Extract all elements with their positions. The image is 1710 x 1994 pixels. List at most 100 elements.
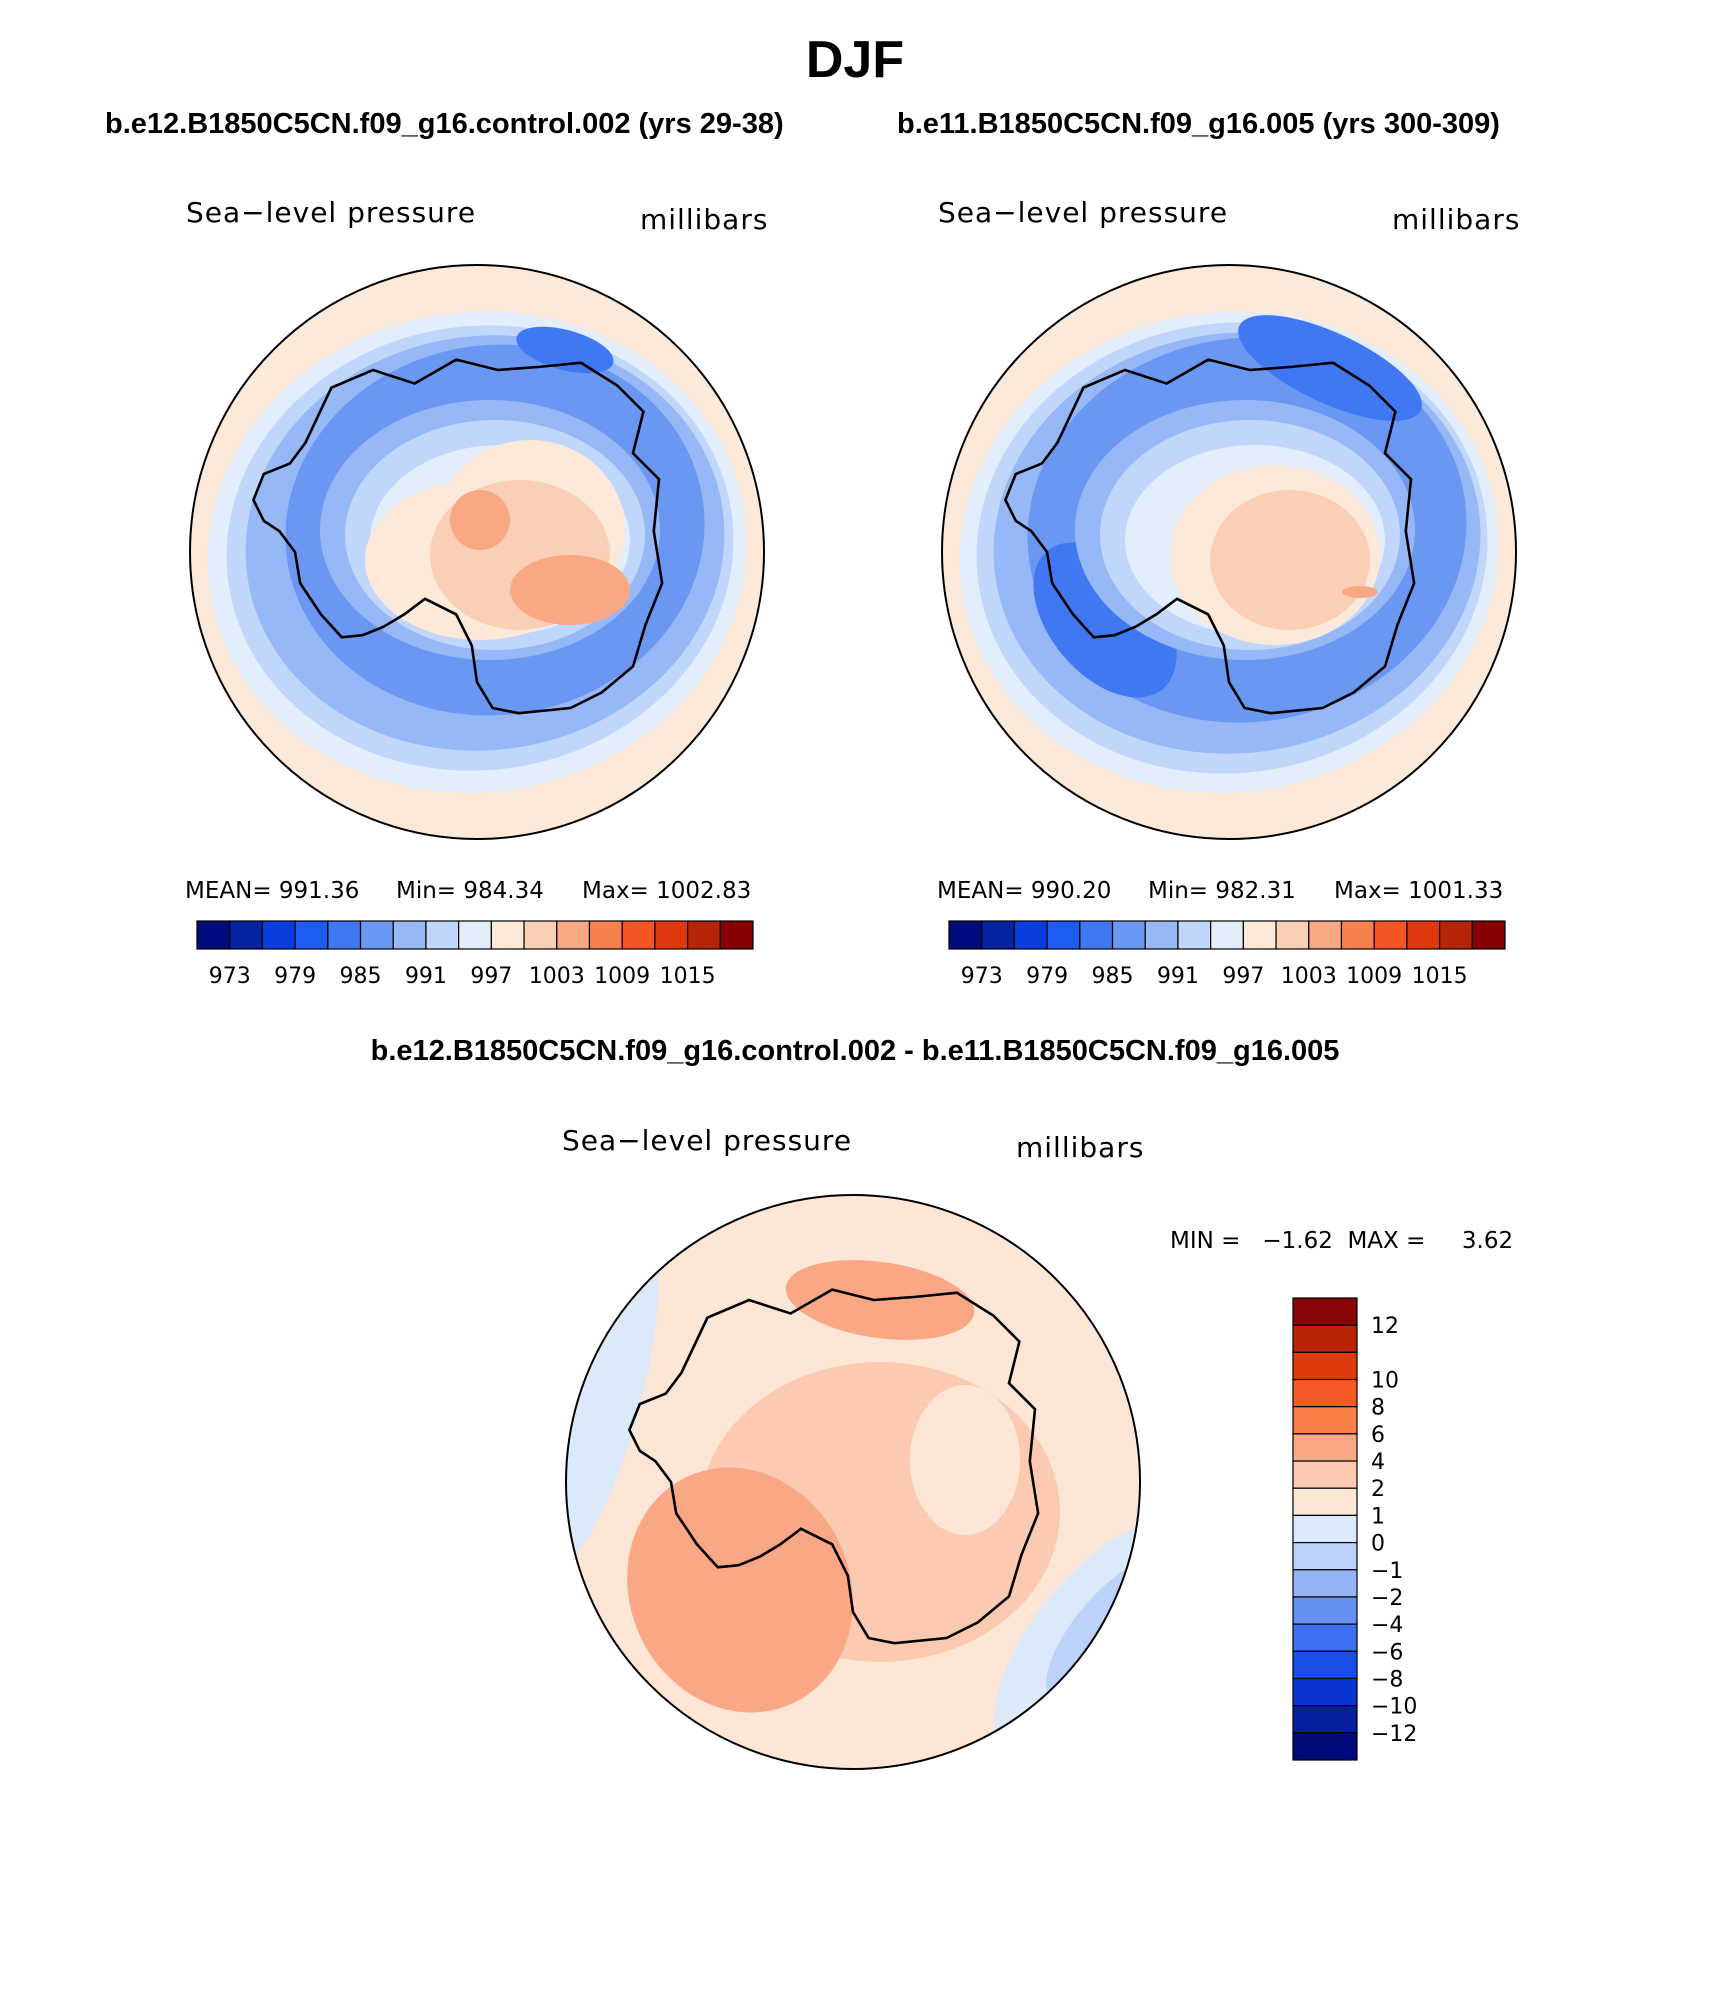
colorbar-label: −10 (1371, 1695, 1417, 1720)
colorbar-box (1292, 1324, 1358, 1353)
colorbar-box (261, 920, 296, 950)
colorbar-box (523, 920, 558, 950)
units-label-right: millibars (1392, 203, 1521, 236)
colorbar-label: 1003 (529, 964, 585, 989)
colorbar-label: 997 (470, 964, 512, 989)
mean-stat-left: MEAN= 991.36 (185, 878, 360, 904)
colorbar-box (1292, 1596, 1358, 1625)
colorbar-box (359, 920, 394, 950)
mean-stat-right: MEAN= 990.20 (937, 878, 1112, 904)
colorbar-label: 1015 (1412, 964, 1468, 989)
colorbar-box (1292, 1433, 1358, 1462)
colorbar-box (1292, 1569, 1358, 1598)
max-stat-left: Max= 1002.83 (582, 878, 752, 904)
colorbar-box (981, 920, 1016, 950)
colorbar-box (1013, 920, 1048, 950)
colorbar-box (1292, 1541, 1358, 1571)
units-label-left: millibars (640, 203, 769, 236)
colorbar-box (1471, 920, 1506, 950)
colorbar-label: 979 (1026, 964, 1068, 989)
colorbar-label: 1009 (1346, 964, 1402, 989)
colorbar-box (1079, 920, 1114, 950)
colorbar-label: 997 (1222, 964, 1264, 989)
colorbar-label: 1003 (1281, 964, 1337, 989)
colorbar-box (1373, 920, 1408, 950)
variable-label-diff: Sea−level pressure (562, 1124, 853, 1157)
colorbar-label: −8 (1371, 1667, 1403, 1692)
colorbar-box (1292, 1677, 1358, 1707)
colorbar-right: 973 979 985 991 997 1003 1009 1015 (948, 920, 1506, 989)
colorbar-label: 985 (1092, 964, 1134, 989)
colorbar-label: −12 (1371, 1722, 1417, 1747)
colorbar-box (1242, 920, 1277, 950)
case-title-left: b.e12.B1850C5CN.f09_g16.control.002 (yrs… (105, 108, 784, 140)
colorbar-box (588, 920, 623, 950)
difference-title: b.e12.B1850C5CN.f09_g16.control.002 - b.… (370, 1035, 1340, 1067)
colorbar-left: 973 979 985 991 997 1003 1009 1015 (196, 920, 754, 989)
colorbar-label: 0 (1371, 1532, 1385, 1557)
colorbar-label: −6 (1371, 1640, 1403, 1665)
map-difference (566, 1195, 1140, 1769)
colorbar-box (229, 920, 264, 950)
map-left-border (189, 264, 765, 840)
case-title-right: b.e11.B1850C5CN.f09_g16.005 (yrs 300-309… (897, 108, 1500, 140)
colorbar-box (686, 920, 721, 950)
colorbar-box (1292, 1487, 1358, 1517)
colorbar-label: 973 (209, 964, 251, 989)
colorbar-box (719, 920, 754, 950)
colorbar-box (1292, 1351, 1358, 1381)
min-stat-right: Min= 982.31 (1148, 878, 1296, 904)
map-right-border (941, 264, 1517, 840)
colorbar-label: 6 (1371, 1423, 1385, 1448)
colorbar-label: 1 (1371, 1504, 1385, 1529)
units-label-diff: millibars (1016, 1131, 1145, 1164)
colorbar-box (556, 920, 591, 950)
colorbar-box (1308, 920, 1343, 950)
colorbar-box (1144, 920, 1179, 950)
colorbar-label: 1015 (660, 964, 716, 989)
colorbar-label: 12 (1371, 1314, 1399, 1339)
colorbar-box (1292, 1460, 1358, 1489)
colorbar-box (294, 920, 329, 950)
max-stat-right: Max= 1001.33 (1334, 878, 1504, 904)
map-diff-border (565, 1194, 1141, 1770)
colorbar-box (1046, 920, 1081, 950)
colorbar-label: 8 (1371, 1396, 1385, 1421)
colorbar-label: −4 (1371, 1613, 1403, 1638)
colorbar-box (1438, 920, 1473, 950)
colorbar-box (327, 920, 362, 950)
variable-label-right: Sea−level pressure (938, 196, 1229, 229)
colorbar-label: 2 (1371, 1477, 1385, 1502)
map-left (190, 265, 764, 839)
colorbar-box (621, 920, 656, 950)
colorbar-box (1275, 920, 1310, 950)
colorbar-box (1292, 1623, 1358, 1652)
colorbar-label: 991 (405, 964, 447, 989)
colorbar-box (458, 920, 492, 950)
diff-min-max-stat: MIN = −1.62 MAX = 3.62 (1170, 1228, 1514, 1254)
min-stat-left: Min= 984.34 (396, 878, 544, 904)
colorbar-box (490, 920, 525, 950)
map-right (942, 265, 1516, 839)
colorbar-box (1292, 1650, 1358, 1680)
colorbar-box (1111, 920, 1146, 950)
colorbar-box (1292, 1732, 1358, 1761)
colorbar-label: 10 (1371, 1369, 1399, 1394)
colorbar-label: 985 (340, 964, 382, 989)
variable-label-left: Sea−level pressure (186, 196, 477, 229)
colorbar-box (1210, 920, 1244, 950)
colorbar-box (1177, 920, 1212, 950)
colorbar-box (654, 920, 689, 950)
main-title: DJF (805, 31, 905, 89)
colorbar-label: 991 (1157, 964, 1199, 989)
colorbar-box (1292, 1514, 1358, 1544)
colorbar-box (948, 920, 983, 950)
colorbar-label: −2 (1371, 1586, 1403, 1611)
colorbar-box (1292, 1378, 1358, 1408)
colorbar-box (425, 920, 460, 950)
colorbar-box (196, 920, 231, 950)
colorbar-label: 973 (961, 964, 1003, 989)
colorbar-box (392, 920, 427, 950)
